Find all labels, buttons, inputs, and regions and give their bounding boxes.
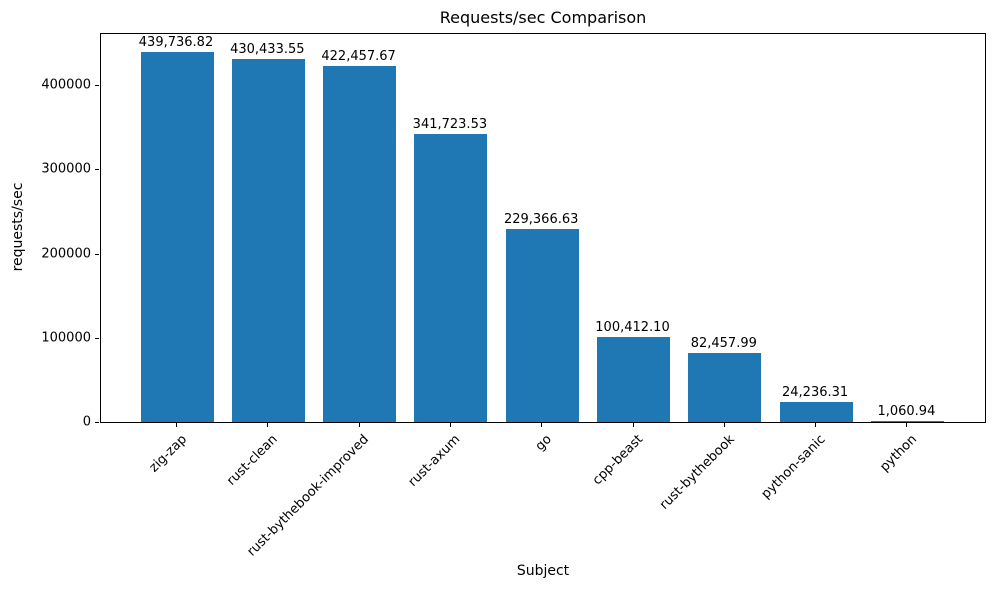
bar-value-label: 82,457.99 — [690, 335, 757, 351]
bar-zig-zap — [140, 51, 214, 422]
y-tick-mark — [95, 85, 99, 86]
y-tick-label: 400000 — [41, 77, 91, 93]
x-tick-label-rust-bythebook: rust-bythebook — [656, 432, 738, 513]
y-tick-mark — [95, 254, 99, 255]
y-tick-label: 200000 — [41, 246, 91, 261]
bar-rust-axum — [414, 134, 488, 422]
bar-value-label: 229,366.63 — [503, 211, 579, 227]
x-tick-label-python-sanic: python-sanic — [758, 432, 829, 502]
bar-value-label: 422,457.67 — [321, 49, 396, 65]
y-tick-mark — [95, 422, 99, 423]
bar-rust-bythebook-improved — [323, 66, 397, 422]
chart-title: Requests/sec Comparison — [439, 8, 647, 27]
bar-value-label: 439,736.82 — [138, 34, 214, 50]
x-tick-label-zig-zap: zig-zap — [146, 432, 190, 476]
x-tick-label-go: go — [532, 432, 555, 455]
x-tick-mark — [723, 423, 725, 427]
x-tick-mark — [267, 423, 269, 427]
plot-area — [100, 33, 986, 423]
y-tick-mark — [95, 169, 99, 170]
bar-cpp-beast — [597, 337, 670, 422]
x-tick-mark — [541, 423, 543, 427]
x-tick-label-rust-clean: rust-clean — [224, 432, 281, 489]
x-tick-mark — [632, 423, 634, 427]
y-tick-label: 300000 — [41, 161, 91, 177]
bar-python — [870, 421, 944, 422]
x-tick-mark — [815, 423, 817, 427]
bar-value-label: 430,433.55 — [230, 42, 305, 58]
x-tick-mark — [176, 423, 177, 427]
y-tick-label: 0 — [82, 414, 91, 430]
bar-rust-bythebook — [688, 352, 762, 422]
bar-value-label: 100,412.10 — [595, 320, 670, 336]
bar-python-sanic — [779, 401, 853, 422]
bar-rust-clean — [231, 59, 305, 422]
x-tick-mark — [449, 423, 451, 427]
x-tick-mark — [906, 423, 908, 427]
y-tick-label: 100000 — [41, 330, 91, 346]
x-axis-label: Subject — [516, 563, 570, 579]
bar-value-label: 1,060.94 — [877, 404, 936, 420]
x-tick-mark — [358, 423, 360, 427]
bar-value-label: 341,723.53 — [412, 117, 488, 133]
y-tick-mark — [95, 338, 99, 339]
x-tick-label-cpp-beast: cpp-beast — [589, 432, 647, 489]
bar-value-label: 24,236.31 — [782, 384, 849, 400]
bar-go — [505, 228, 579, 422]
x-tick-label-rust-axum: rust-axum — [405, 432, 464, 490]
x-tick-label-python: python — [877, 432, 921, 475]
